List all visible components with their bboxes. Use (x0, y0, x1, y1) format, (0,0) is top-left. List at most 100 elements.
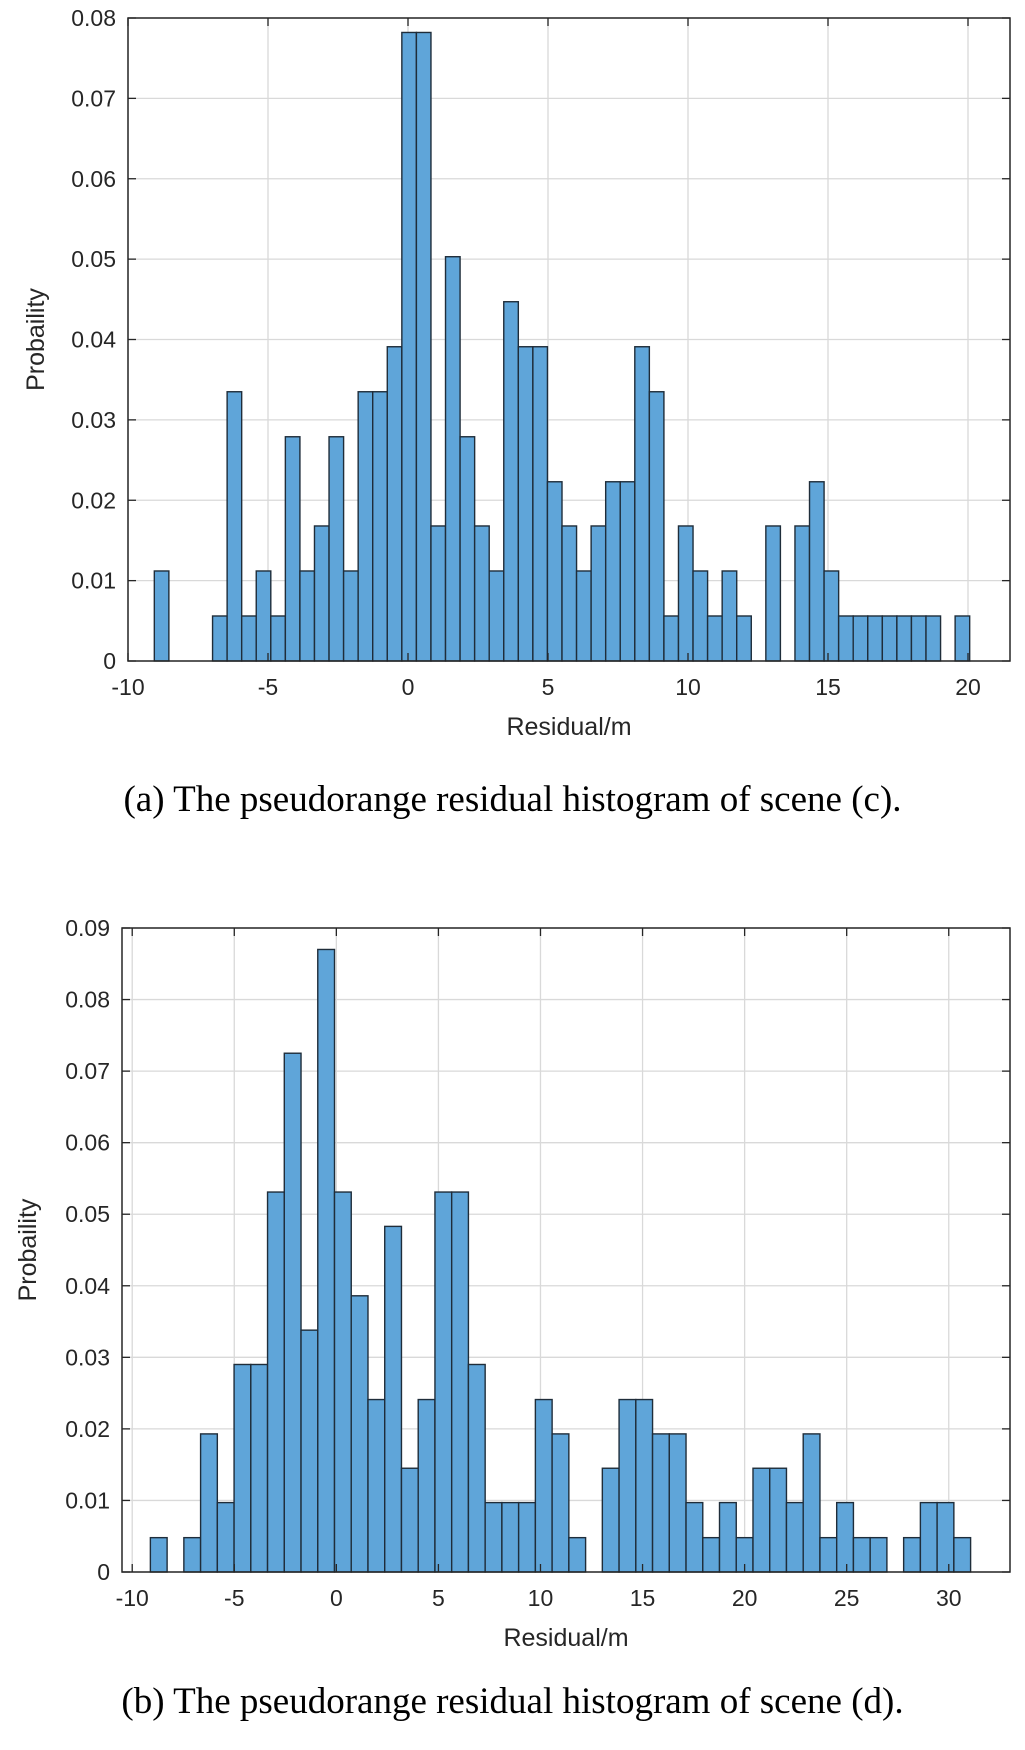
histogram-bar (706, 615, 723, 662)
histogram-bar (651, 1433, 670, 1573)
y-tick-label: 0.02 (71, 487, 116, 513)
y-tick-label: 0.03 (65, 1344, 110, 1370)
x-tick-label: 0 (330, 1585, 343, 1611)
histogram-bar (384, 1225, 403, 1573)
histogram-bar (618, 1398, 637, 1573)
axes-box (121, 927, 1011, 1573)
histogram-bar (819, 1536, 838, 1573)
y-axis-label: Probaility (22, 288, 50, 391)
histogram-bar (902, 1536, 922, 1573)
histogram-a: -10 -5 0 5 10 15 20 0 0.01 0.02 0.03 0.04 0.05 0.06 0.… (22, 5, 1011, 741)
histogram-bar (561, 525, 578, 662)
histogram-bar (919, 1501, 938, 1573)
histogram-bar (226, 391, 243, 662)
y-tick-label: 0.01 (71, 568, 116, 594)
histogram-bar (501, 1501, 520, 1573)
histogram-bar (400, 1467, 419, 1573)
histogram-bar (736, 615, 752, 662)
histogram-bar (685, 1501, 704, 1573)
histogram-bar (910, 615, 927, 662)
histogram-bar (350, 1295, 369, 1573)
histogram-b: -10 -5 0 5 10 15 20 25 30 0 0.01 0.02 0.03 0.04 0.05 0.… (14, 915, 1011, 1652)
histogram-bar (718, 1501, 737, 1573)
y-tick-label: 0.04 (71, 327, 116, 353)
x-tick-label: 10 (675, 674, 701, 700)
histogram-bar (721, 570, 738, 662)
histogram-bar (551, 1433, 570, 1573)
histogram-bar (250, 1363, 269, 1573)
histogram-bar (283, 1052, 302, 1573)
histogram-bar (692, 570, 709, 662)
x-tick-label: 25 (834, 1585, 860, 1611)
histogram-bar (601, 1467, 620, 1573)
x-tick-label: 30 (936, 1585, 962, 1611)
histogram-bar (372, 391, 388, 662)
histogram-bar (881, 615, 898, 662)
x-tick-label: -10 (111, 674, 144, 700)
y-tick-label: 0.06 (65, 1130, 110, 1156)
histogram-bar (534, 1398, 553, 1573)
histogram-bar (925, 615, 942, 662)
histogram-bar (517, 346, 534, 662)
histogram-bar (386, 346, 403, 662)
histogram-bar (367, 1398, 386, 1573)
histogram-bar (328, 436, 345, 662)
histogram-bar (517, 1501, 537, 1573)
histogram-bar (149, 1536, 168, 1573)
y-tick-label: 0.07 (65, 1058, 110, 1084)
y-tick-label: 0.03 (71, 407, 116, 433)
histogram-bar (313, 525, 330, 662)
x-tick-label: -5 (224, 1585, 244, 1611)
y-axis-label: Probaility (14, 1198, 42, 1301)
histogram-bar (216, 1501, 235, 1573)
histogram-bar (702, 1536, 721, 1573)
histogram-bar (785, 1501, 804, 1573)
histogram-bar (417, 1398, 436, 1573)
histogram-bar (401, 31, 418, 662)
x-tick-label: 15 (815, 674, 841, 700)
histogram-bar (852, 615, 869, 662)
x-tick-label: 0 (402, 674, 415, 700)
histogram-bar (668, 1433, 687, 1573)
x-tick-label: 20 (955, 674, 981, 700)
x-tick-label: -5 (258, 674, 278, 700)
y-tick-label: 0.04 (65, 1273, 110, 1299)
histogram-bar (299, 570, 316, 662)
x-tick-label: -10 (116, 1585, 149, 1611)
histogram-bar (317, 948, 336, 1573)
histogram-bar (634, 346, 651, 662)
x-tick-label: 15 (630, 1585, 656, 1611)
histogram-bar (342, 570, 359, 662)
x-tick-label: 10 (528, 1585, 554, 1611)
x-tick-label: 5 (432, 1585, 445, 1611)
histogram-bar (852, 1536, 871, 1573)
histogram-bar (677, 525, 694, 662)
x-axis-label: Residual/m (506, 713, 631, 741)
y-tick-label: 0.06 (71, 166, 116, 192)
histogram-bar (357, 391, 374, 662)
y-tick-label: 0.02 (65, 1416, 110, 1442)
y-tick-label: 0.08 (71, 5, 116, 31)
y-tick-label: 0.01 (65, 1487, 110, 1513)
histogram-bar (936, 1501, 955, 1573)
x-tick-label: 5 (542, 674, 555, 700)
histogram-bar (568, 1536, 587, 1573)
histogram-bar (869, 1536, 888, 1573)
histogram-bar (255, 570, 272, 662)
histogram-bar (837, 615, 854, 662)
histogram-bar (794, 525, 811, 662)
histogram-bar (896, 615, 913, 662)
histogram-bar (663, 615, 680, 662)
histogram-bar (199, 1433, 219, 1573)
y-tick-label: 0 (97, 1559, 110, 1585)
x-axis-label: Residual/m (503, 1624, 628, 1652)
histogram-bar (867, 615, 884, 662)
histogram-bar (430, 525, 447, 662)
y-tick-label: 0.08 (65, 987, 110, 1013)
histogram-bar (808, 481, 825, 662)
histogram-bar (575, 570, 592, 662)
histogram-bar (270, 615, 287, 662)
histogram-bar (266, 1191, 285, 1573)
histogram-bar (619, 481, 636, 662)
histogram-bar (473, 525, 490, 662)
